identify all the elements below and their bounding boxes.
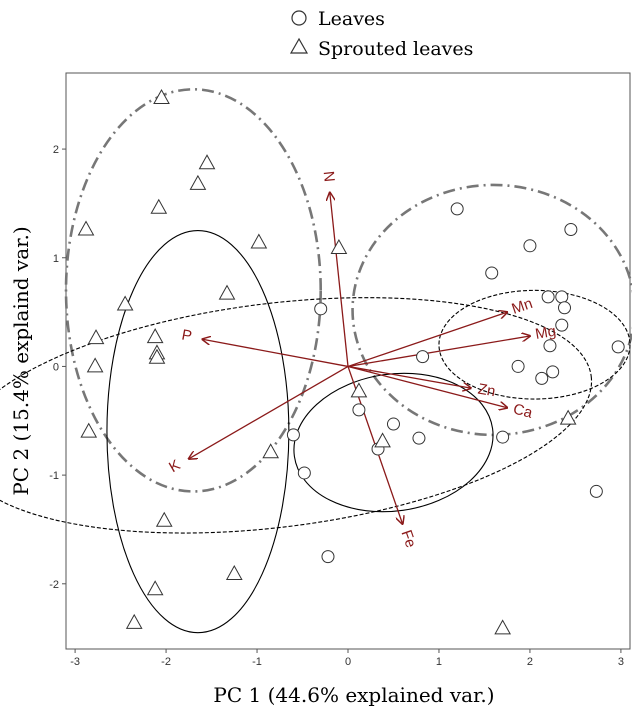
legend-label-leaves: Leaves	[318, 8, 385, 30]
point-sprouted-leaves-21	[225, 564, 243, 581]
point-sprouted-leaves-16	[80, 422, 98, 438]
vector-n	[330, 193, 349, 367]
point-sprouted-leaves-15	[350, 382, 368, 398]
x-tick-label--1: -1	[252, 656, 262, 668]
vector-label-ca: Ca	[511, 401, 534, 422]
vector-k	[189, 365, 349, 458]
point-leaves-2	[564, 222, 578, 236]
point-leaves-23	[297, 466, 311, 480]
point-leaves-20	[496, 430, 510, 444]
confidence-ellipse-solid-6	[293, 372, 494, 513]
confidence-ellipse-dashed-5	[438, 289, 631, 400]
point-sprouted-leaves-4	[150, 198, 168, 214]
y-tick-label--1: -1	[49, 470, 59, 482]
vector-label-mg: Mg	[534, 323, 557, 343]
point-leaves-10	[611, 340, 625, 354]
vector-ca	[347, 365, 507, 407]
point-sprouted-leaves-1	[153, 88, 170, 104]
vector-zn	[347, 365, 471, 388]
vector-label-zn: Zn	[477, 381, 497, 401]
point-leaves-11	[546, 365, 560, 379]
point-sprouted-leaves-5	[77, 220, 95, 236]
x-axis-title: PC 1 (44.6% explained var.)	[213, 683, 494, 707]
point-sprouted-leaves-13	[148, 348, 166, 364]
vector-label-p: P	[180, 327, 193, 346]
x-tick-label-2: 2	[527, 656, 533, 668]
point-leaves-13	[511, 359, 525, 373]
point-leaves-3	[523, 239, 537, 253]
x-tick-label-0: 0	[345, 656, 351, 668]
legend-circle-marker	[291, 10, 307, 26]
point-sprouted-leaves-22	[146, 580, 164, 596]
y-tick-label-1: 1	[53, 253, 59, 265]
point-leaves-4	[485, 266, 499, 280]
data-points	[77, 88, 625, 635]
y-axis-title: PC 2 (15.4% explaind var.)	[9, 226, 33, 495]
y-tick-label--2: -2	[49, 579, 59, 591]
point-sprouted-leaves-2	[198, 154, 216, 170]
point-leaves-5	[541, 290, 555, 304]
vector-p	[202, 339, 349, 368]
point-leaves-17	[386, 417, 400, 431]
point-leaves-21	[589, 484, 603, 498]
legend: Leaves Sprouted leaves	[289, 8, 473, 60]
y-tick-label-2: 2	[53, 144, 59, 156]
axes: -3 -2 -1 0 1 2 3 -2 -1 0 1 2	[49, 144, 624, 668]
vector-label-n: N	[320, 170, 338, 183]
point-sprouted-leaves-3	[189, 174, 207, 190]
point-leaves-7	[558, 301, 572, 315]
point-leaves-14	[416, 350, 430, 364]
point-sprouted-leaves-6	[250, 233, 268, 249]
point-leaves-9	[543, 339, 557, 353]
x-tick-label--3: -3	[70, 656, 80, 668]
x-tick-label--2: -2	[161, 656, 171, 668]
point-leaves-6	[555, 290, 569, 304]
point-sprouted-leaves-9	[116, 295, 134, 311]
point-sprouted-leaves-8	[218, 284, 236, 300]
point-sprouted-leaves-7	[330, 238, 348, 254]
point-leaves-1	[450, 202, 464, 216]
vector-label-mn: Mn	[510, 295, 535, 318]
point-sprouted-leaves-23	[125, 613, 143, 629]
point-leaves-15	[314, 302, 328, 316]
point-sprouted-leaves-20	[155, 511, 173, 527]
vector-mg	[347, 336, 530, 368]
point-sprouted-leaves-18	[262, 443, 280, 459]
x-tick-label-3: 3	[618, 656, 624, 668]
point-sprouted-leaves-19	[559, 409, 577, 425]
legend-triangle-marker	[289, 37, 309, 54]
point-sprouted-leaves-24	[494, 619, 511, 635]
vector-mn	[347, 312, 507, 368]
point-leaves-22	[286, 428, 300, 442]
point-sprouted-leaves-14	[86, 357, 104, 373]
point-leaves-16	[352, 403, 366, 417]
confidence-ellipse-dashdot-1	[64, 88, 323, 493]
y-tick-label-0: 0	[53, 361, 59, 373]
point-leaves-19	[412, 431, 426, 445]
point-leaves-8	[555, 318, 569, 332]
point-sprouted-leaves-17	[374, 432, 391, 448]
point-sprouted-leaves-10	[87, 329, 105, 345]
vector-label-fe: Fe	[397, 528, 419, 550]
x-tick-label-1: 1	[436, 656, 442, 668]
point-leaves-12	[535, 371, 549, 385]
point-sprouted-leaves-11	[146, 328, 164, 344]
point-leaves-24	[321, 550, 335, 564]
legend-label-sprouted-leaves: Sprouted leaves	[318, 38, 473, 60]
confidence-ellipse-dashed-4	[0, 297, 593, 534]
